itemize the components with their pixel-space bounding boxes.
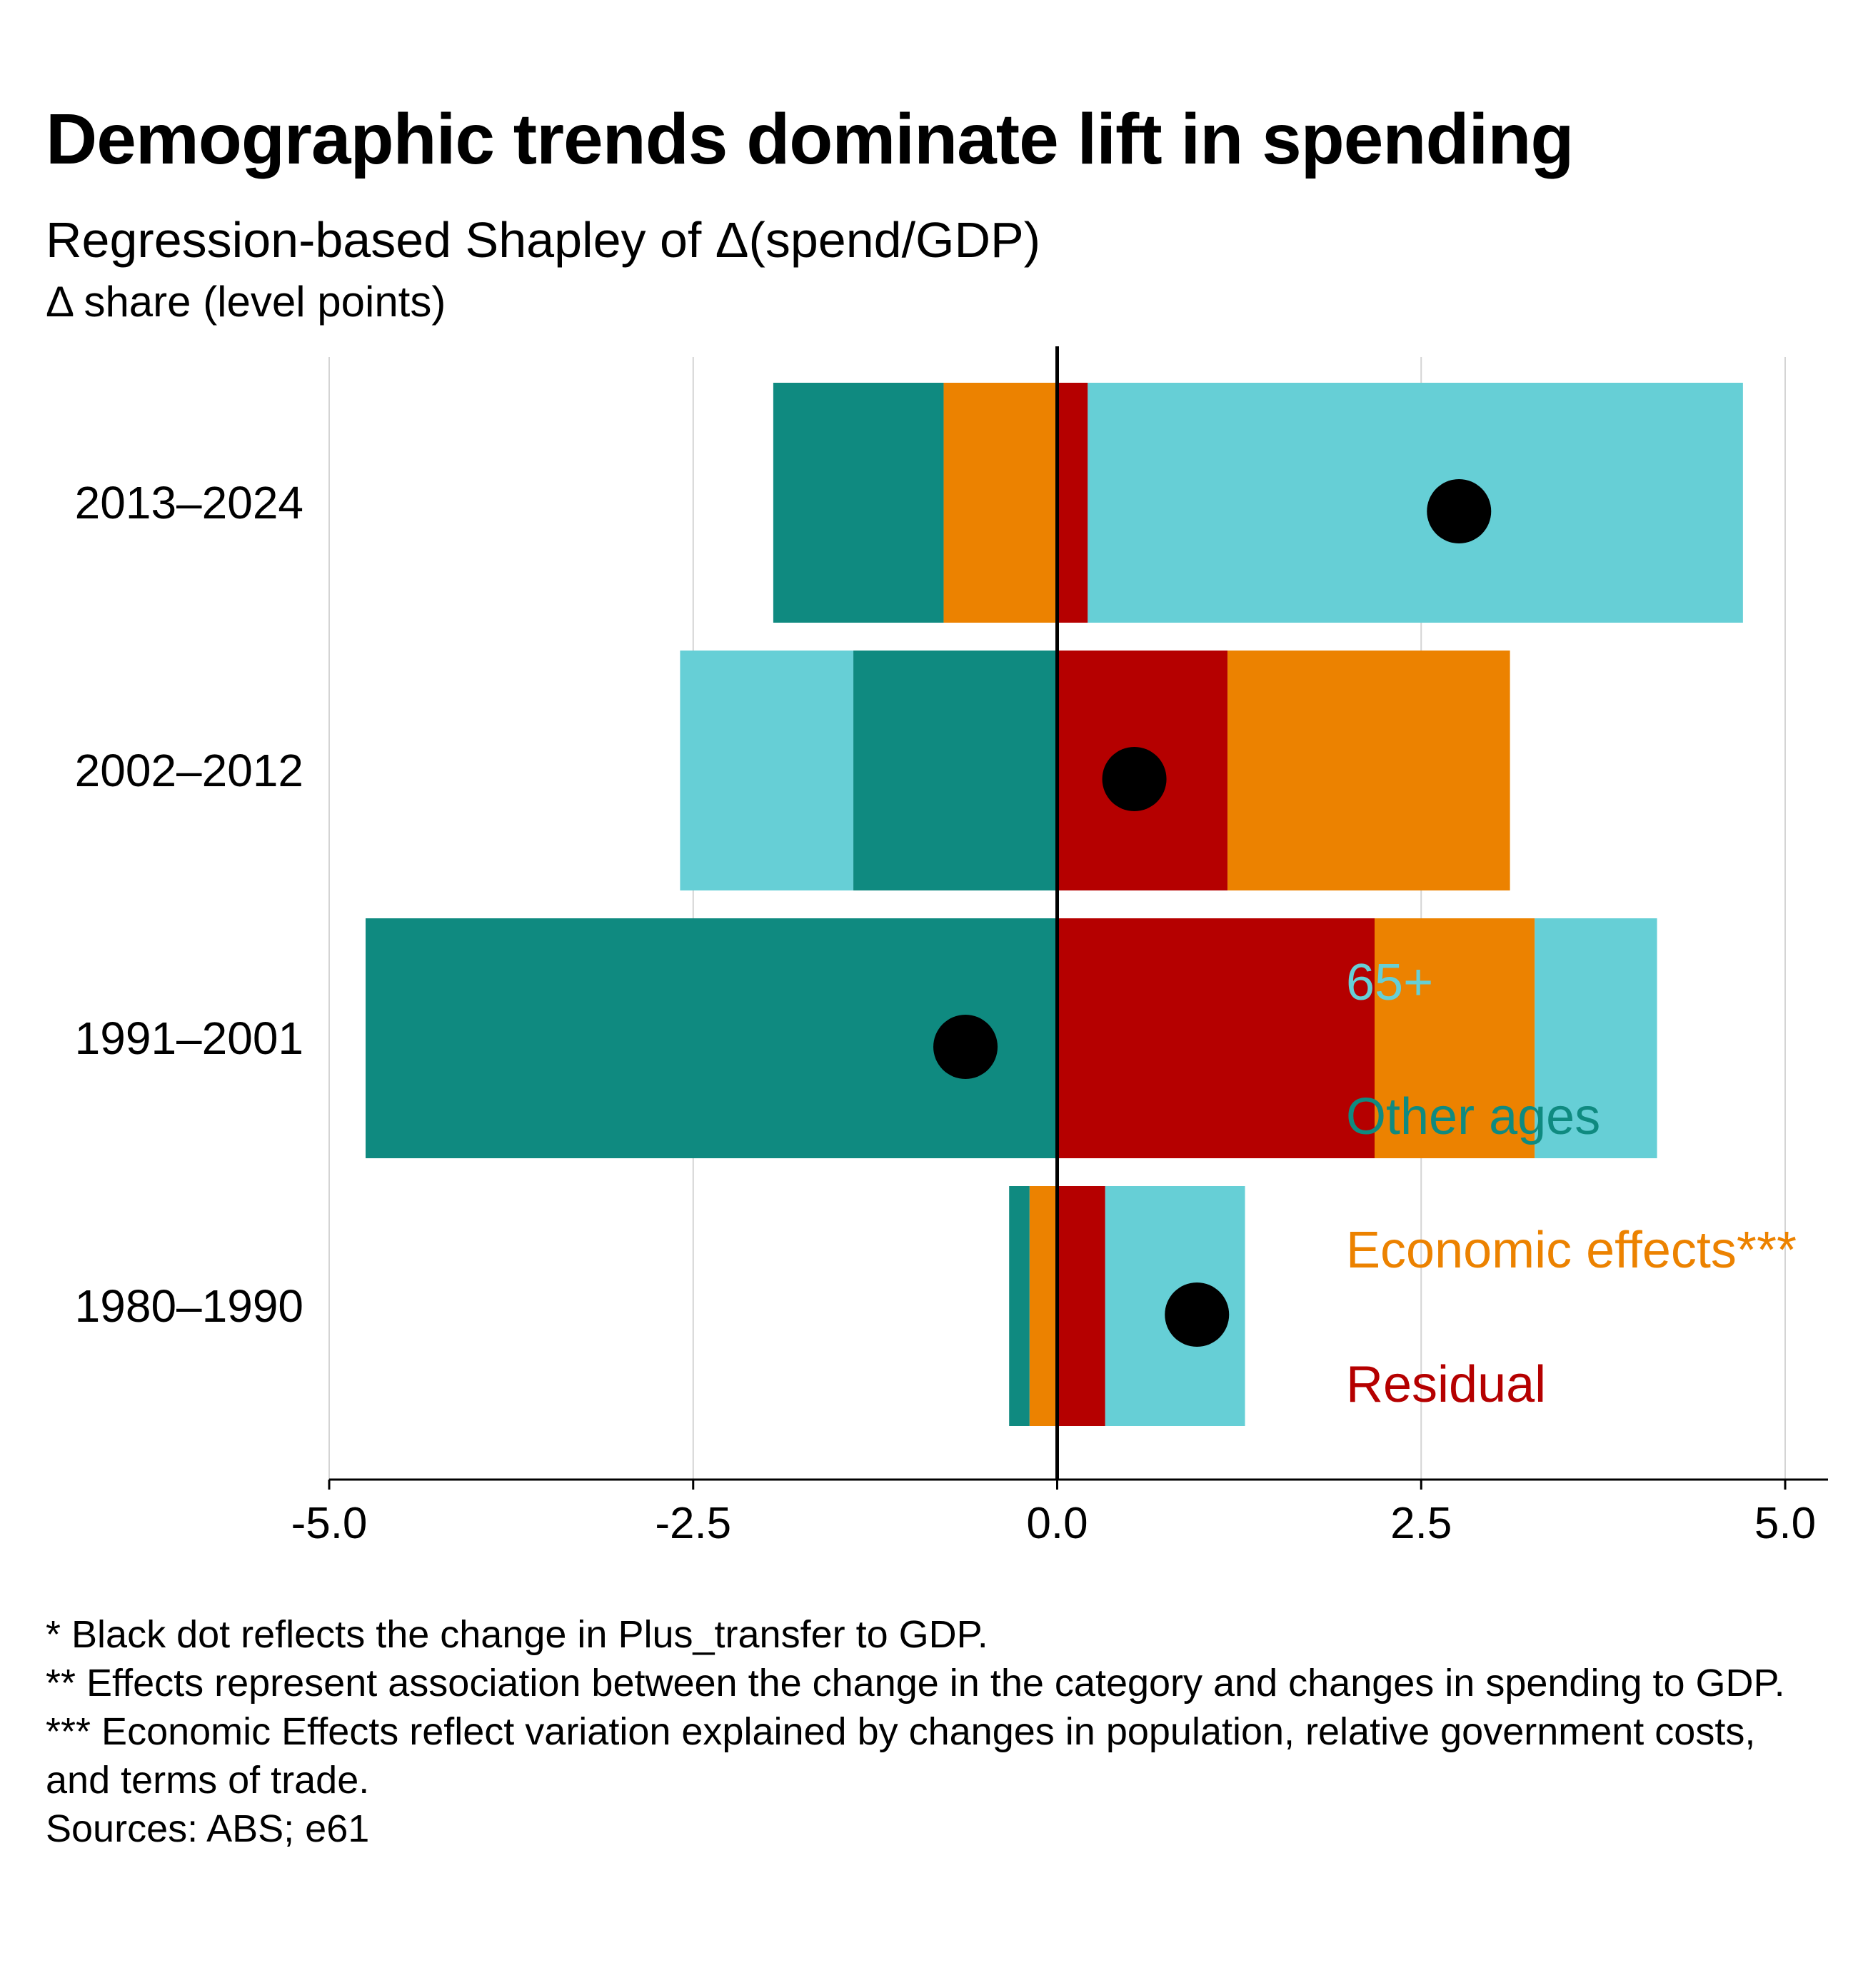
bar-segment [1088,383,1743,623]
legend-label: Residual [1346,1356,1546,1413]
x-tick-label: 2.5 [1390,1499,1452,1548]
bar-segment [1227,651,1510,890]
change-marker [1102,747,1167,811]
chart-subtitle: Regression-based Shapley of Δ(spend/GDP) [46,212,1041,268]
axis-unit-label: Δ share (level points) [46,278,446,326]
legend-label: Economic effects*** [1346,1222,1797,1279]
bar-segment [1029,1186,1058,1426]
footnote-effects: ** Effects represent association between… [46,1662,1785,1705]
change-marker [933,1015,998,1079]
category-label: 2013–2024 [75,477,303,528]
chart-title: Demographic trends dominate lift in spen… [46,99,1574,179]
bar-segment [1535,918,1657,1158]
bar-segment [1057,918,1375,1158]
diverging-bar-chart: 2013–2024 2002–2012 1991–2001 1980–1990 -5.0… [75,346,1828,1548]
legend-label: 65+ [1346,954,1433,1011]
footnote-economic-effects: *** Economic Effects reflect variation e… [46,1710,1767,1802]
bar-segment [773,383,944,623]
bar-segment [1057,383,1088,623]
category-label: 2002–2012 [75,745,303,796]
x-tick-label: 5.0 [1754,1499,1816,1548]
legend-label: Other ages [1346,1088,1600,1145]
footnote-dot: * Black dot reflects the change in Plus_… [46,1613,988,1656]
change-marker [1165,1282,1230,1347]
x-tick-label: -2.5 [655,1499,731,1548]
footnotes: * Black dot reflects the change in Plus_… [46,1610,1817,1853]
category-label: 1980–1990 [75,1280,303,1332]
change-marker [1427,479,1492,543]
x-tick-label: 0.0 [1026,1499,1088,1548]
bar-segment [853,651,1058,890]
bar-segment [680,651,854,890]
bar-segment [1057,1186,1105,1426]
bar-segment [1375,918,1535,1158]
bar-segment [943,383,1058,623]
bar-segment [1009,1186,1030,1426]
x-tick-label: -5.0 [291,1499,368,1548]
footnote-sources: Sources: ABS; e61 [46,1807,370,1850]
category-label: 1991–2001 [75,1013,303,1064]
